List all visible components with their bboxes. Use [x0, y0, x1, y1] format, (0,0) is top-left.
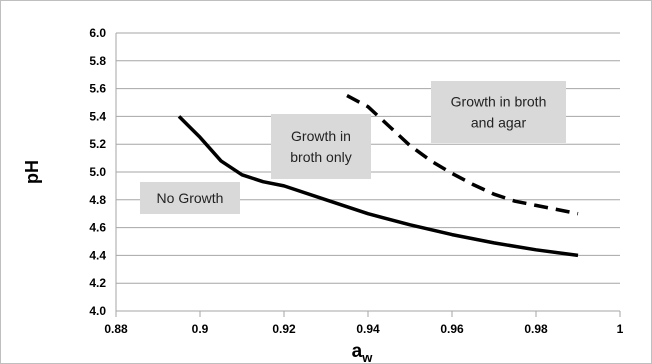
y-tick-label: 4.8 — [89, 193, 106, 207]
annotation-text: Growth in — [291, 128, 351, 144]
y-tick-label: 4.2 — [89, 276, 106, 290]
annotation-text: No Growth — [157, 190, 224, 206]
y-tick-label: 5.4 — [89, 109, 106, 123]
series-line-dashed — [346, 94, 579, 216]
annotation-text: and agar — [471, 115, 527, 131]
x-tick-label: 0.96 — [440, 322, 464, 336]
y-tick-label: 4.4 — [89, 248, 106, 262]
axes — [115, 33, 621, 317]
annotation-no-growth: No Growth — [140, 182, 240, 214]
x-axis-title: aw — [352, 341, 374, 364]
x-tick-label: 0.92 — [272, 322, 296, 336]
y-tick-label: 6.0 — [89, 26, 106, 40]
x-axis-title-main: a — [352, 341, 363, 362]
x-tick-label: 1 — [617, 322, 624, 336]
y-tick-label: 5.8 — [89, 54, 106, 68]
tick-labels: 4.0 4.2 4.4 4.6 4.8 5.0 5.2 5.4 5.6 5.8 6.0 0.88 0.9… — [89, 26, 623, 336]
x-tick-label: 0.9 — [192, 322, 209, 336]
x-tick-label: 0.94 — [356, 322, 380, 336]
annotation-box — [271, 114, 371, 179]
y-tick-label: 4.0 — [89, 304, 106, 318]
annotation-broth-and-agar: Growth in broth and agar — [431, 81, 566, 143]
y-tick-label: 5.0 — [89, 165, 106, 179]
y-tick-label: 4.6 — [89, 221, 106, 235]
annotation-box — [431, 81, 566, 143]
x-axis-title-subscript: w — [361, 350, 373, 364]
y-tick-label: 5.6 — [89, 82, 106, 96]
y-axis-title: pH — [22, 160, 42, 184]
annotation-text: broth only — [290, 149, 351, 165]
series-line-solid — [177, 115, 579, 258]
data-series — [177, 94, 579, 258]
annotation-text: Growth in broth — [451, 94, 547, 110]
annotation-box — [140, 182, 240, 214]
x-tick-label: 0.98 — [524, 322, 548, 336]
annotation-broth-only: Growth in broth only — [271, 114, 371, 179]
x-tick-label: 0.88 — [104, 322, 128, 336]
y-tick-label: 5.2 — [89, 137, 106, 151]
